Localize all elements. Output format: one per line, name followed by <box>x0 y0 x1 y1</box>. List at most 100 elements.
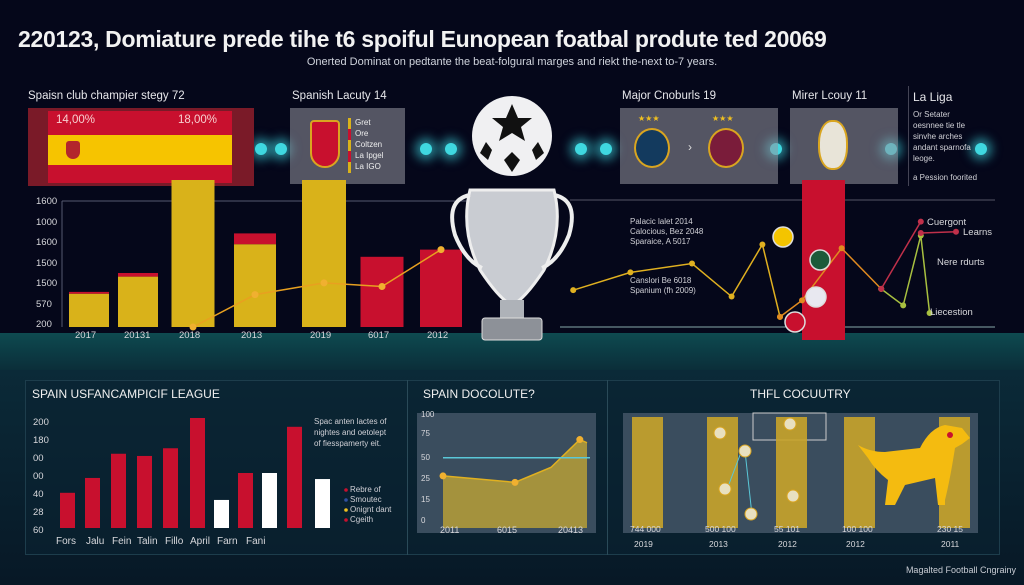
value-label: 744 000 <box>630 524 661 534</box>
note-text: nightes and oetolept <box>314 428 387 437</box>
x-tick-label: 20413 <box>558 525 584 535</box>
x-tick-label: 2011 <box>440 525 460 535</box>
y-tick-label: 200 <box>33 417 49 428</box>
value-label: 230 15 <box>937 524 963 534</box>
series-label: Liecestion <box>930 307 973 318</box>
trend-point <box>437 246 445 254</box>
x-tick-label: Talin <box>137 536 158 547</box>
area-point <box>576 436 584 444</box>
laliga-text-line: a Pession foorited <box>913 173 978 182</box>
club-badge-icon <box>772 226 794 248</box>
top-charts <box>61 96 995 341</box>
column-bar <box>776 417 807 528</box>
series-point <box>900 302 907 309</box>
y-tick-label: 60 <box>33 525 44 536</box>
y-tick-label: 25 <box>421 474 430 483</box>
trend-point <box>378 283 386 290</box>
club-badge-icon <box>784 311 806 333</box>
laliga-text-line: oesnnee tie tle <box>913 121 966 130</box>
series-label: Learns <box>963 227 993 238</box>
x-tick-label: Fein <box>112 536 132 547</box>
trophy-icon <box>450 96 574 341</box>
series-point <box>728 293 735 300</box>
bar <box>238 473 253 528</box>
x-tick-label: 6015 <box>497 525 518 535</box>
bar <box>262 473 277 528</box>
series-label: Nere rdurts <box>937 257 985 268</box>
club-badge-icon <box>713 426 727 440</box>
real-madrid-crest-icon <box>818 120 848 170</box>
club-crest-icon <box>310 120 340 168</box>
page-title: 220123, Domiature prede tihe t6 spoiful … <box>18 26 827 52</box>
note-text: Spac anten lactes of <box>314 417 387 426</box>
series-label: Cuergont <box>927 217 967 228</box>
legend-label: Smoutec <box>350 495 382 504</box>
bar-yellow <box>69 293 109 327</box>
legend-item: Coltzen <box>348 140 382 151</box>
club-badge-icon <box>809 249 831 271</box>
major-panel-label: Major Cnoburls 19 <box>622 90 716 102</box>
spanish-panel-label: Spanish Lacuty 14 <box>292 90 387 102</box>
legend-item: La Ipgel <box>348 151 383 162</box>
series-point <box>953 228 959 235</box>
x-tick-label: 2018 <box>179 330 201 341</box>
y-tick-label: 1600 <box>36 196 58 207</box>
bar <box>85 477 100 528</box>
laliga-label: La Liga <box>913 90 953 104</box>
y-tick-label: 200 <box>36 319 52 330</box>
club-badge-maroon-icon <box>708 128 744 168</box>
y-tick-label: 570 <box>36 298 52 310</box>
x-tick-label: Farn <box>217 536 238 547</box>
country-chart-title: THFL COCUUTRY <box>750 387 851 401</box>
flag-panel: 14,00% 18,00% <box>28 108 254 186</box>
page-subtitle: Onerted Dominat on pedtante the beat-fol… <box>306 56 718 68</box>
series-point <box>759 241 766 248</box>
bar <box>137 455 152 528</box>
x-tick-label: 2013 <box>241 330 263 341</box>
annotation-text: Calocious, Bez 2048 <box>630 227 704 236</box>
x-tick-label: 2012 <box>427 330 449 341</box>
laliga-text-line: sinvhe arches <box>913 132 963 141</box>
series-point <box>799 297 805 304</box>
laliga-text-line: Or Setater <box>913 110 950 119</box>
series-point <box>627 269 634 276</box>
flag-panel-label: Spaisn club champier stegy 72 <box>28 90 185 102</box>
y-tick-label: 100 <box>421 410 435 419</box>
x-tick-label: 2019 <box>310 330 332 341</box>
x-tick-label: Fillo <box>165 536 184 547</box>
trend-point <box>189 323 197 331</box>
series-line-orange <box>779 247 882 318</box>
legend-label: Rebre of <box>350 485 381 494</box>
legend-label: Onignt dant <box>350 505 392 514</box>
y-tick-label: 1500 <box>36 257 58 269</box>
legend-swatch <box>344 488 348 492</box>
spain-coat-icon <box>66 141 80 159</box>
y-tick-label: 40 <box>33 489 44 500</box>
value-label: 100 100 <box>842 524 873 534</box>
laliga-text-line: andant sparnofa <box>913 143 971 152</box>
club-badge-icon <box>783 417 797 431</box>
bar-yellow <box>171 180 215 327</box>
bar <box>214 499 229 528</box>
legend-item: La IGO <box>348 162 381 173</box>
y-tick-label: 0 <box>421 516 426 525</box>
y-tick-label: 00 <box>33 471 44 482</box>
legend-item: Ore <box>348 129 368 140</box>
y-tick-label: 75 <box>421 429 430 438</box>
x-tick-label: 2012 <box>846 539 865 549</box>
legend-swatch <box>344 508 348 512</box>
x-tick-label: 2017 <box>75 330 97 341</box>
major-panel: › ★★★ ★★★ <box>620 108 778 184</box>
y-tick-label: 50 <box>421 453 430 462</box>
series-point <box>777 313 783 320</box>
series-point <box>926 310 933 317</box>
mirer-panel <box>790 108 898 184</box>
legend-label: Cgeith <box>350 515 374 524</box>
x-tick-label: April <box>190 536 211 547</box>
bar-red <box>420 249 462 327</box>
bar-red <box>360 256 404 327</box>
series-line-crimson2 <box>920 231 957 234</box>
club-badge-icon <box>744 507 758 521</box>
flag-pct-left: 14,00% <box>56 114 96 126</box>
